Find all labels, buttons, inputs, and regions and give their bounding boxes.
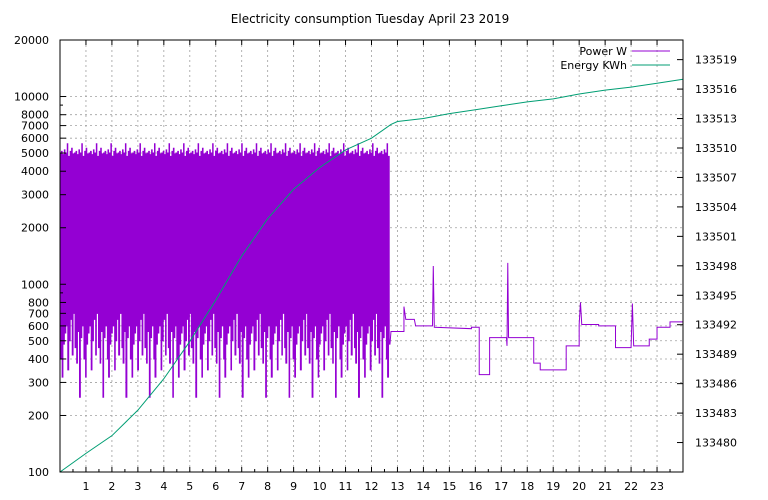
x-tick-label: 1 — [82, 480, 89, 493]
y-tick-label: 1000 — [21, 278, 49, 291]
y2-tick-label: 133513 — [695, 113, 737, 126]
y-tick-label: 4000 — [21, 165, 49, 178]
y2-tick-label: 133519 — [695, 54, 737, 67]
x-tick-label: 4 — [160, 480, 167, 493]
y-tick-label: 6000 — [21, 132, 49, 145]
y-tick-label: 20000 — [14, 34, 49, 47]
x-tick-label: 18 — [520, 480, 534, 493]
x-tick-label: 2 — [108, 480, 115, 493]
series-line-power — [59, 143, 683, 398]
y-tick-label: 100 — [28, 466, 49, 479]
y-tick-label: 10000 — [14, 91, 49, 104]
y-tick-label: 7000 — [21, 120, 49, 133]
legend: Power W Energy KWh — [560, 45, 670, 72]
y-tick-label: 800 — [28, 296, 49, 309]
y2-tick-label: 133507 — [695, 171, 737, 184]
x-tick-label: 12 — [365, 480, 379, 493]
y-tick-label: 200 — [28, 409, 49, 422]
y-tick-label: 8000 — [21, 109, 49, 122]
x-tick-label: 15 — [442, 480, 456, 493]
y-tick-label: 3000 — [21, 189, 49, 202]
x-tick-label: 11 — [339, 480, 353, 493]
chart-title: Electricity consumption Tuesday April 23… — [231, 12, 509, 26]
y2-tick-label: 133516 — [695, 83, 737, 96]
y-tick-label: 500 — [28, 335, 49, 348]
y2-tick-label: 133489 — [695, 348, 737, 361]
plot-area — [59, 78, 684, 473]
y-tick-label: 600 — [28, 320, 49, 333]
x-tick-label: 10 — [313, 480, 327, 493]
x-tick-label: 8 — [264, 480, 271, 493]
y2-tick-label: 133486 — [695, 378, 737, 391]
x-tick-label: 16 — [468, 480, 482, 493]
y-tick-label: 2000 — [21, 222, 49, 235]
y-tick-label: 5000 — [21, 147, 49, 160]
x-tick-label: 9 — [290, 480, 297, 493]
y2-tick-label: 133501 — [695, 230, 737, 243]
x-tick-label: 13 — [390, 480, 404, 493]
y2-tick-label: 133510 — [695, 142, 737, 155]
series-line-energy — [59, 78, 684, 473]
x-tick-label: 21 — [598, 480, 612, 493]
x-tick-label: 14 — [416, 480, 430, 493]
y2-tick-label: 133480 — [695, 437, 737, 450]
legend-label-power: Power W — [579, 45, 627, 58]
x-tick-label: 22 — [624, 480, 638, 493]
y-tick-label: 700 — [28, 307, 49, 320]
x-tick-label: 5 — [186, 480, 193, 493]
y-tick-label: 400 — [28, 353, 49, 366]
x-tick-label: 17 — [494, 480, 508, 493]
axes: 1 2 3 4 5 6 7 8 9 10 11 12 13 14 15 16 17 18 19 20 21 22 23100… — [14, 34, 737, 493]
x-tick-label: 3 — [134, 480, 141, 493]
y2-tick-label: 133498 — [695, 260, 737, 273]
x-tick-label: 19 — [546, 480, 560, 493]
y2-tick-label: 133483 — [695, 407, 737, 420]
x-tick-label: 6 — [212, 480, 219, 493]
y2-tick-label: 133492 — [695, 319, 737, 332]
x-tick-label: 7 — [238, 480, 245, 493]
legend-label-energy: Energy KWh — [560, 59, 627, 72]
y2-tick-label: 133504 — [695, 201, 737, 214]
x-tick-label: 20 — [572, 480, 586, 493]
x-tick-label: 23 — [650, 480, 664, 493]
y-tick-label: 300 — [28, 376, 49, 389]
y2-tick-label: 133495 — [695, 289, 737, 302]
